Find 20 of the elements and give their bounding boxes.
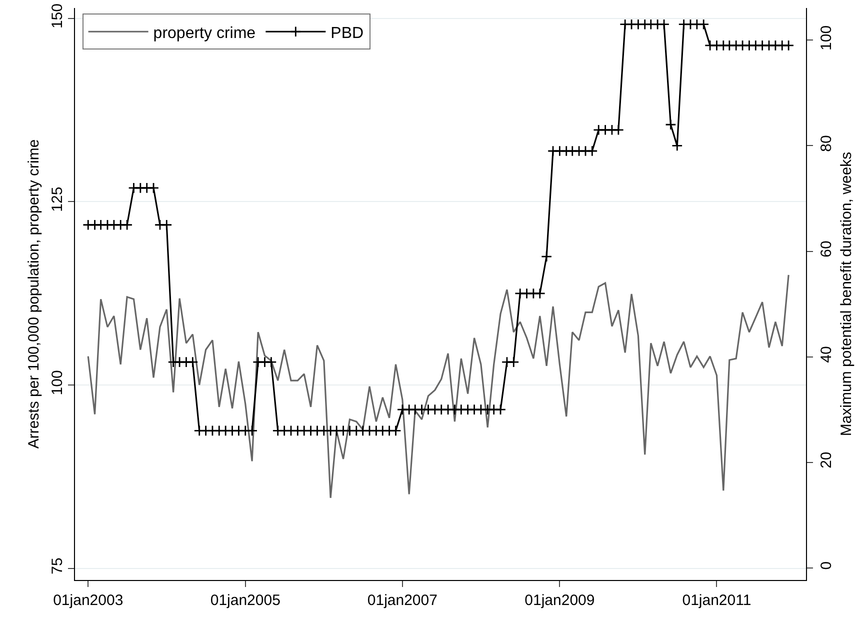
y2-tick-label: 80 <box>818 135 835 152</box>
line-series <box>87 274 790 499</box>
y2-tick-label: 0 <box>818 561 835 570</box>
y-tick-label: 100 <box>49 370 66 396</box>
y2-tick-label: 100 <box>818 25 835 50</box>
y2-axis-title: Maximum potential benefit duration, weeks <box>838 152 855 436</box>
x-tick-label: 01jan2007 <box>367 592 438 609</box>
y-tick-label: 125 <box>49 186 66 212</box>
y-tick-label: 150 <box>49 4 66 29</box>
x-tick-label: 01jan2011 <box>682 592 752 609</box>
x-tick-label: 01jan2003 <box>53 592 124 609</box>
y2-tick-label: 60 <box>818 240 835 258</box>
legend-label: PBD <box>330 24 364 42</box>
y2-tick-label: 40 <box>818 346 835 363</box>
x-tick-label: 01jan2009 <box>524 592 595 609</box>
legend-label: property crime <box>153 24 256 42</box>
y-tick-label: 75 <box>49 558 66 574</box>
y2-tick-label: 20 <box>818 452 835 468</box>
y-axis-title: Arrests per 100,000 population, property crime <box>25 139 42 449</box>
x-tick-label: 01jan2005 <box>210 592 280 609</box>
